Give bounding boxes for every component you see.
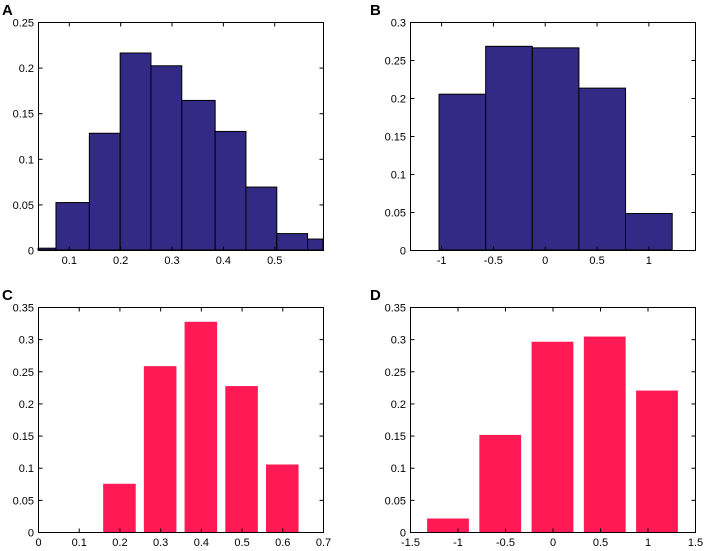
- bar-a-5: [181, 99, 216, 251]
- bar-d-2: [531, 341, 574, 532]
- y-tick-label-c-5: 0.25: [13, 367, 34, 379]
- x-tick-label-d-6: 1.5: [688, 537, 703, 549]
- y-tick-label-d-3: 0.15: [385, 431, 406, 443]
- x-tick-label-b-2: 0: [542, 255, 548, 267]
- x-tick-label-a-1: 0.2: [113, 255, 128, 267]
- bar-a-0: [37, 247, 57, 251]
- bar-d-1: [479, 434, 522, 532]
- x-tick-label-c-1: 0.1: [72, 537, 87, 549]
- y-tick-label-d-4: 0.2: [391, 399, 406, 411]
- plot-area-a: 0.1 0.2 0.3 0.4 0.5 0 0.05 0.1 0.15 0.2 0.25: [13, 18, 324, 267]
- y-tick-label-b-4: 0.2: [391, 94, 406, 106]
- panel-a: A 0.1 0.2 0.3 0.4 0.5 0 0.05 0.1 0.15 0.2 0.25: [2, 2, 324, 267]
- y-tick-label-a-5: 0.25: [13, 18, 34, 30]
- x-tick-label-a-0: 0.1: [62, 255, 77, 267]
- bar-b-0: [438, 93, 487, 251]
- y-tick-label-a-1: 0.05: [13, 200, 34, 212]
- x-tick-label-a-2: 0.3: [164, 255, 179, 267]
- panel-letter-c: C: [2, 287, 13, 304]
- bar-b-4: [625, 213, 673, 251]
- y-tick-label-d-1: 0.05: [385, 495, 406, 507]
- x-tick-label-a-4: 0.5: [267, 255, 282, 267]
- x-tick-label-b-3: 0.5: [589, 255, 604, 267]
- x-tick-label-a-3: 0.4: [216, 255, 231, 267]
- y-tick-label-b-6: 0.3: [391, 18, 406, 30]
- bar-a-8: [276, 233, 309, 251]
- x-tick-label-c-6: 0.6: [275, 537, 290, 549]
- y-tick-label-c-3: 0.15: [13, 431, 34, 443]
- y-tick-label-a-2: 0.1: [19, 154, 34, 166]
- plot-area-c: 0 0.1 0.2 0.3 0.4 0.5 0.6 0.7 0 0.05 0.1 0.15 0.2 0.2…: [13, 303, 332, 550]
- bar-a-2: [88, 132, 121, 251]
- y-tick-label-c-7: 0.35: [13, 303, 34, 315]
- panel-c: C 0 0.1 0.2 0.3 0.4 0.5 0.6 0.700.050.10.150.20…: [2, 287, 331, 549]
- bar-c-2: [184, 321, 218, 532]
- y-tick-label-c-6: 0.3: [19, 335, 34, 347]
- y-tick-label-d-2: 0.1: [391, 463, 406, 475]
- bar-a-6: [214, 130, 247, 251]
- plot-area-b: -1 -0.5 0 0.5 1 0 0.05 0.1 0.15 0.2 0.25 0.3: [385, 18, 696, 267]
- y-tick-label-c-0: 0: [28, 528, 34, 540]
- panel-letter-d: D: [370, 287, 381, 304]
- bar-a-7: [245, 186, 278, 251]
- y-tick-label-b-5: 0.25: [385, 56, 406, 68]
- panel-letter-a: A: [2, 2, 13, 19]
- x-tick-label-c-3: 0.3: [153, 537, 168, 549]
- x-tick-label-d-5: 1: [645, 537, 651, 549]
- y-tick-label-b-2: 0.1: [391, 170, 406, 182]
- x-tick-label-d-0: -1.5: [401, 537, 420, 549]
- y-tick-label-b-1: 0.05: [385, 208, 406, 220]
- y-tick-label-c-2: 0.1: [19, 463, 34, 475]
- y-tick-label-d-0: 0: [400, 528, 406, 540]
- bar-c-4: [266, 464, 299, 532]
- y-tick-label-c-1: 0.05: [13, 495, 34, 507]
- x-tick-label-c-7: 0.7: [316, 537, 331, 549]
- y-tick-label-d-7: 0.35: [385, 303, 406, 315]
- x-tick-label-c-5: 0.5: [234, 537, 249, 549]
- y-tick-label-c-4: 0.2: [19, 399, 34, 411]
- x-tick-label-c-4: 0.4: [194, 537, 209, 549]
- y-tick-label-d-6: 0.3: [391, 335, 406, 347]
- bar-b-2: [531, 47, 580, 251]
- bar-a-9: [307, 238, 324, 251]
- panel-b: B -1 -0.5 0 0.5 1 0 0.05 0.1 0.15 0.2 0.25 0.3: [370, 2, 696, 267]
- x-tick-label-d-4: 0.5: [593, 537, 608, 549]
- y-tick-label-d-5: 0.25: [385, 367, 406, 379]
- bar-d-0: [427, 518, 469, 532]
- y-tick-label-a-4: 0.2: [19, 63, 34, 75]
- y-tick-label-a-3: 0.15: [13, 109, 34, 121]
- y-tick-label-a-0: 0: [28, 246, 34, 258]
- plot-area-d: -1.5 -1 -0.5 0 0.5 1 1.5 0 0.05 0.1 0.15 0.2 0.25 0.3…: [385, 303, 704, 550]
- bar-c-0: [103, 483, 136, 532]
- panel-letter-b: B: [370, 2, 381, 19]
- bar-c-1: [143, 366, 177, 532]
- x-tick-label-d-3: 0: [550, 537, 556, 549]
- x-tick-label-c-2: 0.2: [112, 537, 127, 549]
- x-tick-label-d-1: -1: [453, 537, 463, 549]
- bar-a-1: [55, 202, 90, 251]
- bar-d-4: [636, 390, 678, 532]
- x-tick-label-b-1: -0.5: [484, 255, 503, 267]
- x-tick-label-b-0: -1: [437, 255, 447, 267]
- bar-a-4: [150, 65, 183, 251]
- bar-d-3: [583, 336, 626, 532]
- panel-d: D -1.5 -1 -0.5 0 0.5 1 1.5 0 0.05 0.1 0.15 0.2 0.25 0…: [370, 287, 703, 549]
- bar-b-1: [485, 45, 533, 251]
- x-tick-label-c-0: 0: [35, 537, 41, 549]
- bar-c-3: [225, 386, 258, 532]
- x-tick-label-b-4: 1: [646, 255, 652, 267]
- y-tick-label-b-0: 0: [400, 246, 406, 258]
- bar-a-3: [119, 52, 152, 251]
- bar-b-3: [578, 87, 627, 251]
- x-tick-label-d-2: -0.5: [496, 537, 515, 549]
- axes-frame-a: [38, 22, 324, 251]
- y-tick-label-b-3: 0.15: [385, 132, 406, 144]
- axes-frame-c: [38, 307, 324, 533]
